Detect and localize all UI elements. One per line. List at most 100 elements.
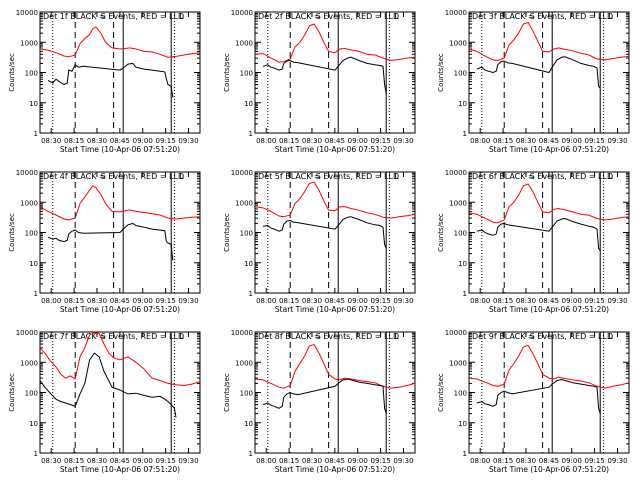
x-tick-label: 08:45 [325,297,345,305]
x-tick-label: 09:30 [178,457,198,465]
y-tick-label: 1 [34,450,38,458]
y-tick-label: 1000 [449,39,467,47]
x-tick-label: 08:45 [110,137,130,145]
flag-label: S [316,332,321,341]
y-tick-label: 10000 [16,329,38,337]
y-tick-label: 100 [454,390,467,398]
x-tick-label: 08:45 [110,457,130,465]
y-axis-title: Counts/sec [223,373,231,412]
flag-label: L [608,332,613,341]
plot-frame [254,331,416,454]
y-tick-label: 100 [25,230,38,238]
x-tick-label: 08:45 [110,297,130,305]
x-tick-label: 09:30 [607,297,627,305]
x-tick-label: 09:00 [562,137,582,145]
y-tick-label: 10000 [445,9,467,17]
y-tick-label: 10000 [231,329,253,337]
x-tick-label: 08:00 [256,137,276,145]
x-tick-label: 08:15 [64,457,84,465]
x-tick-label: 09:30 [178,137,198,145]
x-tick-label: 08:00 [470,457,490,465]
y-tick-label: 100 [240,230,253,238]
x-tick-label: 08:30 [87,457,107,465]
x-tick-label: 09:30 [393,137,413,145]
y-tick-label: 100 [25,390,38,398]
flag-label: S [101,172,106,181]
y-axis-title: Counts/sec [437,53,445,92]
x-tick-label: 08:30 [87,137,107,145]
x-axis-title: Start Time (10-Apr-06 07:51:20) [60,465,180,474]
y-tick-label: 1000 [235,199,253,207]
x-tick-label: 09:30 [178,297,198,305]
y-tick-label: 1 [463,290,467,298]
x-tick-label: 08:45 [325,137,345,145]
x-tick-label: 09:15 [156,137,176,145]
y-tick-label: 10 [458,100,467,108]
x-tick-label: 08:30 [87,297,107,305]
x-tick-label: 09:00 [133,297,153,305]
y-tick-label: 10000 [16,9,38,17]
panel-det-3: Det 3f BLACK = Events, RED = LLD11010010… [437,9,630,154]
y-tick-label: 1000 [235,39,253,47]
y-tick-label: 1000 [20,39,38,47]
y-axis-title: Counts/sec [437,373,445,412]
flag-label: L [394,332,399,341]
panel-det-9: Det 9f BLACK = Events, RED = LLD11010010… [437,329,630,474]
x-tick-label: 09:00 [348,297,368,305]
x-tick-label: 09:30 [607,457,627,465]
x-axis-title: Start Time (10-Apr-06 07:51:20) [275,465,395,474]
x-tick-label: 08:30 [302,137,322,145]
series-line-events [262,378,387,414]
series-line-lld [39,26,201,58]
y-tick-label: 1000 [20,199,38,207]
y-tick-label: 10 [458,260,467,268]
x-tick-label: 08:15 [279,137,299,145]
y-tick-label: 1 [34,290,38,298]
flag-label: S [101,12,106,21]
flag-label: L [179,172,184,181]
series-line-events [39,352,177,418]
panel-det-8: Det 8f BLACK = Events, RED = LLD11010010… [223,329,416,474]
flag-label: L [394,12,399,21]
y-tick-label: 1 [249,130,253,138]
x-axis-title: Start Time (10-Apr-06 07:51:20) [275,305,395,314]
y-tick-label: 10000 [231,169,253,177]
series-line-events [47,222,174,261]
flag-label: S [316,12,321,21]
panel-det-2: Det 2f BLACK = Events, RED = LLD11010010… [223,9,416,154]
flag-label: S [101,332,106,341]
y-tick-label: 1000 [449,359,467,367]
x-tick-label: 09:15 [585,137,605,145]
x-tick-label: 08:15 [493,137,513,145]
y-axis-title: Counts/sec [223,53,231,92]
x-tick-label: 08:30 [516,137,536,145]
y-axis-title: Counts/sec [223,213,231,252]
y-tick-label: 10 [29,420,38,428]
x-tick-label: 08:45 [539,297,559,305]
flag-label: L [608,172,613,181]
x-tick-label: 09:15 [156,457,176,465]
x-tick-label: 08:30 [302,457,322,465]
series-line-lld [254,181,416,219]
x-tick-label: 09:00 [348,457,368,465]
series-line-lld [468,344,630,389]
y-tick-label: 1 [463,450,467,458]
y-tick-label: 1 [34,130,38,138]
x-tick-label: 08:30 [302,297,322,305]
y-axis-title: Counts/sec [8,373,16,412]
x-tick-label: 08:15 [279,457,299,465]
y-tick-label: 1000 [449,199,467,207]
flag-label: L [179,332,184,341]
flag-label: L [394,172,399,181]
y-tick-label: 1 [463,130,467,138]
flag-label: L [608,12,613,21]
y-tick-label: 100 [240,390,253,398]
flag-label: S [316,172,321,181]
flag-label: L [179,12,184,21]
x-tick-label: 08:00 [256,457,276,465]
x-tick-label: 09:15 [156,297,176,305]
y-tick-label: 10000 [445,329,467,337]
x-tick-label: 09:15 [371,297,391,305]
y-tick-label: 1000 [235,359,253,367]
plot-frame [254,171,416,294]
